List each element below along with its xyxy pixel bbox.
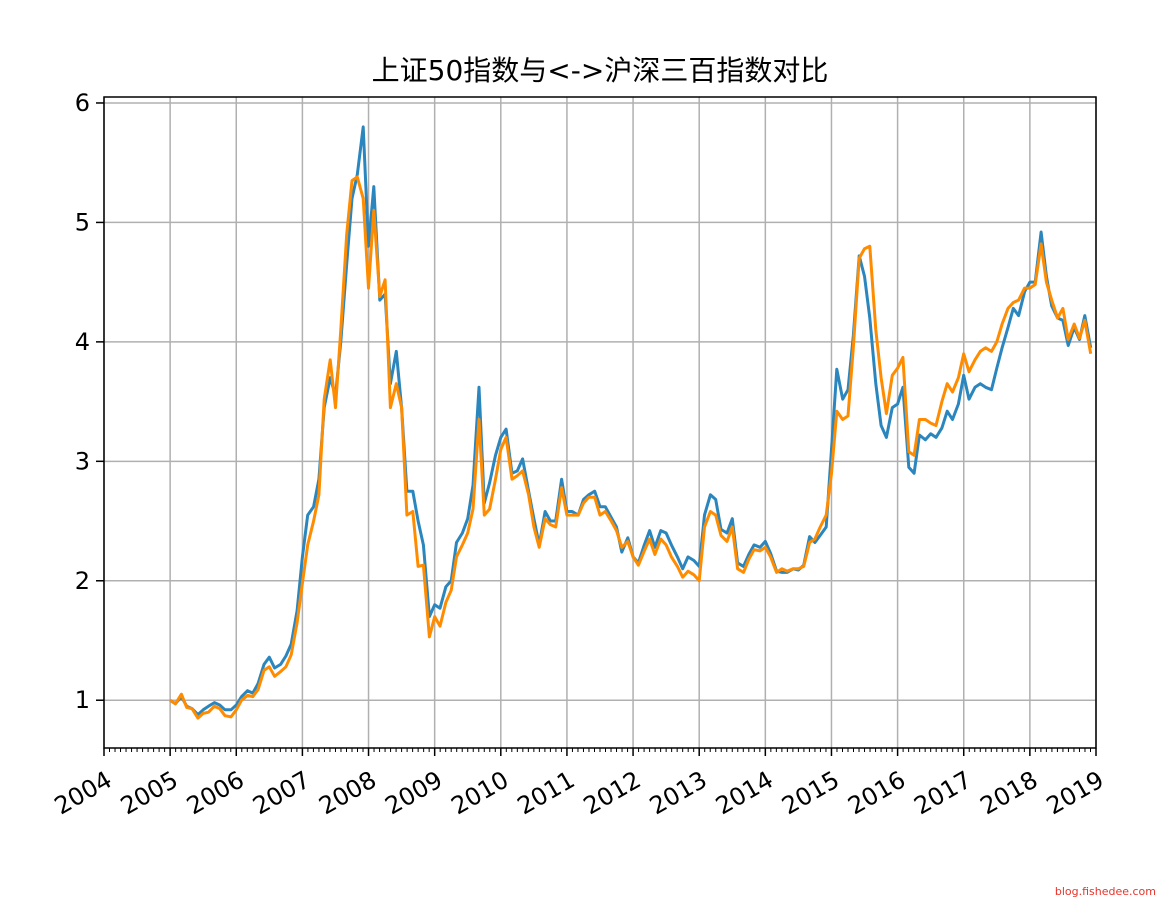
watermark: blog.fishedee.com <box>1054 885 1156 898</box>
series-line-2 <box>169 175 1093 720</box>
y-tick-label: 3 <box>75 447 90 475</box>
series-line-1 <box>169 125 1093 717</box>
x-tick-label: 2017 <box>909 766 976 821</box>
x-tick-label: 2016 <box>843 766 910 821</box>
x-tick-label: 2005 <box>116 766 183 821</box>
x-tick-label: 2010 <box>447 766 514 821</box>
y-tick-label: 2 <box>75 567 90 595</box>
series-lines <box>169 125 1093 720</box>
x-tick-label: 2014 <box>711 766 778 821</box>
y-tick-label: 6 <box>75 89 90 117</box>
plot-frame <box>103 96 1097 749</box>
x-tick-label: 2008 <box>314 766 381 821</box>
x-tick-label: 2006 <box>182 766 249 821</box>
y-tick-label: 4 <box>75 328 90 356</box>
x-tick-label: 2007 <box>248 766 315 821</box>
x-tick-label: 2011 <box>513 766 580 821</box>
grid-lines <box>103 97 1097 748</box>
x-tick-label: 2018 <box>976 766 1043 821</box>
x-tick-label: 2012 <box>579 766 646 821</box>
x-tick-label: 2015 <box>777 766 844 821</box>
x-tick-label: 2019 <box>1042 766 1109 821</box>
x-tick-label: 2009 <box>380 766 447 821</box>
y-tick-label: 5 <box>75 208 90 236</box>
y-tick-label: 1 <box>75 686 90 714</box>
y-axis-ticks: 1 2 3 4 5 6 <box>75 89 104 714</box>
x-axis-ticks: 2004 2005 2006 2007 2008 2009 2010 2011 2012 2013… <box>50 748 1109 820</box>
chart-title: 上证50指数与<->沪深三百指数对比 <box>372 54 829 87</box>
x-tick-label: 2004 <box>50 766 117 821</box>
x-tick-label: 2013 <box>645 766 712 821</box>
